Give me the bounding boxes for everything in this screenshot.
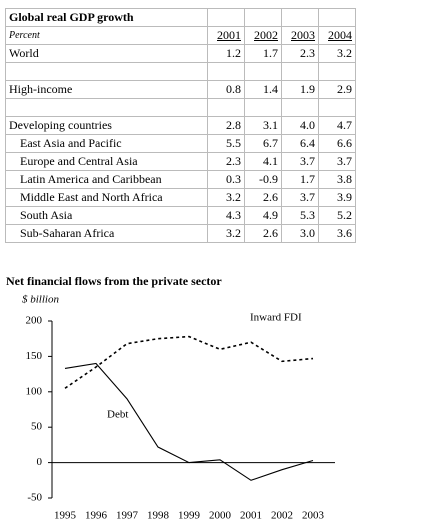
cell: 3.8 — [318, 170, 356, 189]
x-tick-label: 2003 — [302, 510, 325, 522]
cell: 4.3 — [207, 206, 245, 225]
x-tick-label: 1997 — [116, 510, 139, 522]
x-tick-label: 2000 — [209, 510, 232, 522]
data-row: East Asia and Pacific 5.5 6.7 6.4 6.6 — [5, 134, 356, 153]
x-tick-label: 1998 — [147, 510, 170, 522]
row-label: South Asia — [5, 206, 208, 225]
blank-cell — [207, 62, 245, 81]
blank-cell — [5, 98, 208, 117]
header-row: Percent 2001 2002 2003 2004 — [5, 26, 356, 45]
blank-cell — [281, 62, 319, 81]
cell: 3.1 — [244, 116, 282, 135]
header-cell: 2004 — [318, 26, 356, 45]
y-tick-label: 150 — [26, 350, 43, 362]
y-tick-label: 0 — [37, 456, 43, 468]
cell: 3.2 — [207, 188, 245, 207]
cell: 1.2 — [207, 44, 245, 63]
cell: 2.8 — [207, 116, 245, 135]
header-cell: 2001 — [207, 26, 245, 45]
cell: 1.7 — [244, 44, 282, 63]
cell: -0.9 — [244, 170, 282, 189]
cell: 4.1 — [244, 152, 282, 171]
cell: 3.2 — [318, 44, 356, 63]
title-row: Global real GDP growth — [5, 8, 356, 27]
cell: 3.7 — [281, 152, 319, 171]
data-row: South Asia 4.3 4.9 5.3 5.2 — [5, 206, 356, 225]
blank-row — [5, 98, 356, 117]
header-cell: Percent — [5, 26, 208, 45]
cell: 3.2 — [207, 224, 245, 243]
blank-cell — [318, 98, 356, 117]
cell: 6.4 — [281, 134, 319, 153]
cell: 5.3 — [281, 206, 319, 225]
data-row: High-income 0.8 1.4 1.9 2.9 — [5, 80, 356, 99]
cell: 0.8 — [207, 80, 245, 99]
blank-cell — [281, 98, 319, 117]
chart-subtitle: $ billion — [22, 294, 59, 306]
chart-title: Net financial flows from the private sec… — [6, 274, 222, 288]
blank-row — [5, 62, 356, 81]
row-label: Latin America and Caribbean — [5, 170, 208, 189]
x-tick-label: 1996 — [85, 510, 108, 522]
row-label: East Asia and Pacific — [5, 134, 208, 153]
row-label: World — [5, 44, 208, 63]
blank-cell — [244, 98, 282, 117]
cell: 1.9 — [281, 80, 319, 99]
gdp-table: Global real GDP growth Percent 2001 2002 20… — [5, 8, 356, 243]
cell: 1.7 — [281, 170, 319, 189]
data-row: Middle East and North Africa 3.2 2.6 3.7 3.9 — [5, 188, 356, 207]
cell: 4.7 — [318, 116, 356, 135]
header-cell: 2003 — [281, 26, 319, 45]
x-tick-label: 2002 — [271, 510, 293, 522]
cell: 0.3 — [207, 170, 245, 189]
row-label: Developing countries — [5, 116, 208, 135]
cell: 2.3 — [207, 152, 245, 171]
blank-cell — [5, 62, 208, 81]
data-row: Sub-Saharan Africa 3.2 2.6 3.0 3.6 — [5, 224, 356, 243]
blank-cell — [318, 62, 356, 81]
row-label: Europe and Central Asia — [5, 152, 208, 171]
series-label: Debt — [107, 409, 128, 421]
cell: 1.4 — [244, 80, 282, 99]
y-tick-label: 100 — [26, 385, 43, 397]
cell: 6.7 — [244, 134, 282, 153]
row-label: Sub-Saharan Africa — [5, 224, 208, 243]
table-title: Global real GDP growth — [5, 8, 208, 27]
cell: 6.6 — [318, 134, 356, 153]
x-tick-label: 1995 — [54, 510, 77, 522]
header-cell: 2002 — [244, 26, 282, 45]
y-tick-label: 200 — [26, 315, 43, 327]
y-tick-label: 50 — [31, 421, 43, 433]
cell: 3.7 — [318, 152, 356, 171]
series-line — [64, 335, 314, 389]
cell: 3.6 — [318, 224, 356, 243]
x-tick-label: 2001 — [240, 510, 262, 522]
blank-cell — [207, 98, 245, 117]
chart: Net financial flows from the private sec… — [6, 274, 335, 522]
x-tick-label: 1999 — [178, 510, 201, 522]
cell: 5.2 — [318, 206, 356, 225]
data-row: Latin America and Caribbean 0.3 -0.9 1.7 3.8 — [5, 170, 356, 189]
table-body: Global real GDP growth Percent 2001 2002 20… — [5, 8, 356, 243]
series-line — [64, 362, 314, 481]
cell: 4.0 — [281, 116, 319, 135]
cell: 3.0 — [281, 224, 319, 243]
blank-cell — [244, 62, 282, 81]
series-label: Inward FDI — [250, 312, 302, 324]
cell: 2.6 — [244, 188, 282, 207]
data-row: Developing countries 2.8 3.1 4.0 4.7 — [5, 116, 356, 135]
row-label: High-income — [5, 80, 208, 99]
data-row: Europe and Central Asia 2.3 4.1 3.7 3.7 — [5, 152, 356, 171]
data-row: World 1.2 1.7 2.3 3.2 — [5, 44, 356, 63]
cell: 5.5 — [207, 134, 245, 153]
y-tick-label: -50 — [27, 492, 42, 504]
cell: 2.9 — [318, 80, 356, 99]
cell: 2.6 — [244, 224, 282, 243]
cell: 3.7 — [281, 188, 319, 207]
cell: 3.9 — [318, 188, 356, 207]
row-label: Middle East and North Africa — [5, 188, 208, 207]
cell: 2.3 — [281, 44, 319, 63]
cell: 4.9 — [244, 206, 282, 225]
